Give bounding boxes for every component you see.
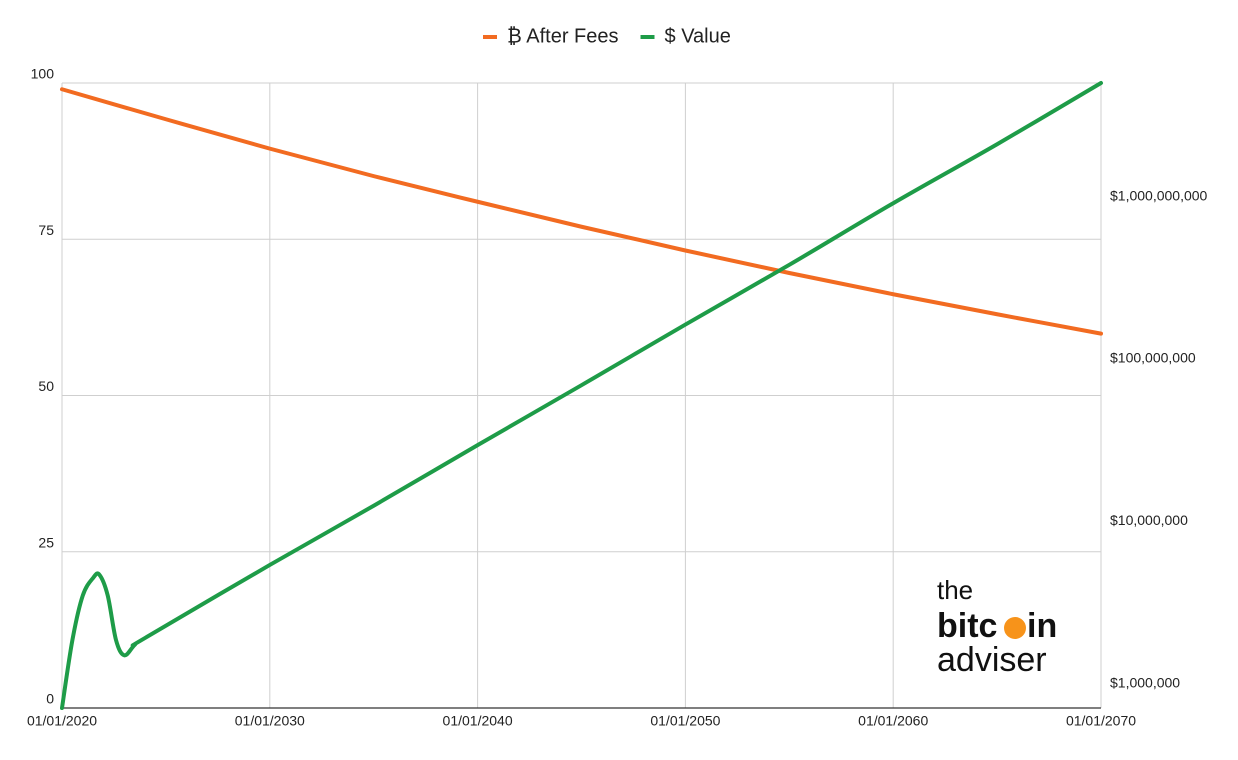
logo-text: adviser [937,641,1047,679]
logo: the bitc in adviser [937,575,1057,679]
logo-text: in [1027,607,1057,645]
y2-tick-label: $1,000,000,000 [1110,187,1208,203]
logo-text: the [937,575,973,605]
y-tick-label: 25 [38,534,54,550]
x-tick-label: 01/01/2040 [443,713,513,729]
y-tick-label: 75 [38,222,54,238]
x-tick-label: 01/01/2020 [27,713,97,729]
y-tick-label: 100 [31,66,55,82]
x-tick-label: 01/01/2060 [858,713,928,729]
data-line [60,81,1103,710]
data-line [60,87,1103,336]
y-tick-label: 50 [38,378,54,394]
legend-label: $ Value [665,25,731,47]
y-tick-label: 0 [46,691,54,707]
x-tick-label: 01/01/2030 [235,713,305,729]
logo-text: bitc [937,607,997,645]
logo-coin [1004,617,1026,639]
grid [61,82,1102,709]
x-tick-label: 01/01/2050 [650,713,720,729]
legend-label: ₿ After Fees [507,25,619,47]
y2-tick-label: $100,000,000 [1110,350,1196,366]
y2-tick-label: $1,000,000 [1110,675,1180,691]
y2-tick-label: $10,000,000 [1110,512,1188,528]
legend: ₿ After Fees $ Value [483,25,731,47]
x-tick-label: 01/01/2070 [1066,713,1136,729]
